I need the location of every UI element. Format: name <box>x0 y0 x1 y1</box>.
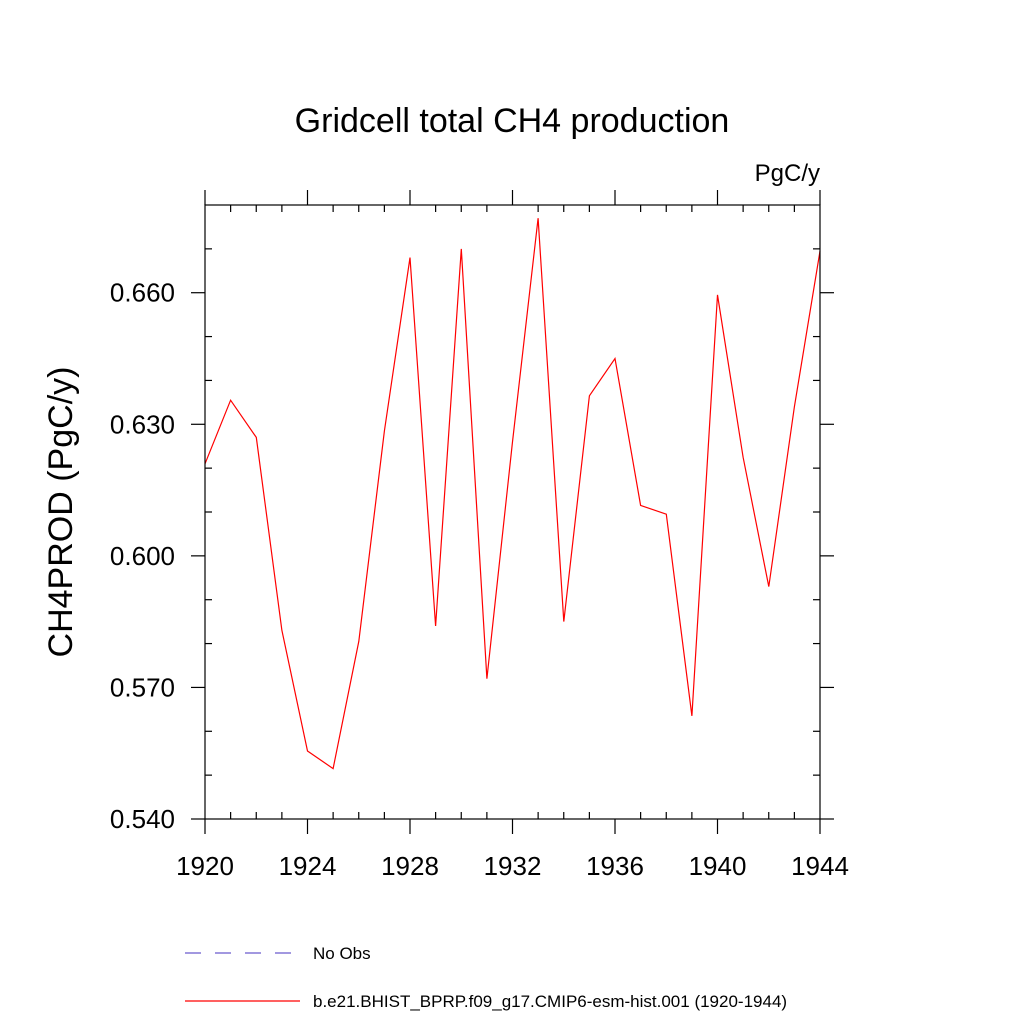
series-line <box>204 218 821 770</box>
legend-label-model: b.e21.BHIST_BPRP.f09_g17.CMIP6-esm-hist.… <box>313 992 787 1011</box>
y-tick-label: 0.600 <box>110 541 175 571</box>
y-tick-label: 0.570 <box>110 672 175 702</box>
series-layer <box>204 218 821 770</box>
y-tick-label: 0.660 <box>110 278 175 308</box>
units-label: PgC/y <box>755 160 820 187</box>
legend: No Obs b.e21.BHIST_BPRP.f09_g17.CMIP6-es… <box>185 944 787 1011</box>
x-tick-label: 1936 <box>586 851 644 881</box>
x-tick-label: 1920 <box>176 851 234 881</box>
ticks-layer <box>191 190 834 834</box>
chart-title: Gridcell total CH4 production <box>295 102 730 140</box>
x-tick-label: 1924 <box>279 851 337 881</box>
x-tick-label: 1928 <box>381 851 439 881</box>
labels-layer: 1920 1924 1928 1932 1936 1940 1944 0.540 0.570 0.… <box>110 278 849 881</box>
x-tick-label: 1940 <box>689 851 747 881</box>
x-tick-label: 1944 <box>791 851 849 881</box>
y-tick-label: 0.630 <box>110 409 175 439</box>
x-tick-label: 1932 <box>484 851 542 881</box>
legend-label-no-obs: No Obs <box>313 944 371 963</box>
y-axis-label: CH4PROD (PgC/y) <box>42 367 80 658</box>
plot-frame <box>204 204 821 820</box>
y-tick-label: 0.540 <box>110 804 175 834</box>
